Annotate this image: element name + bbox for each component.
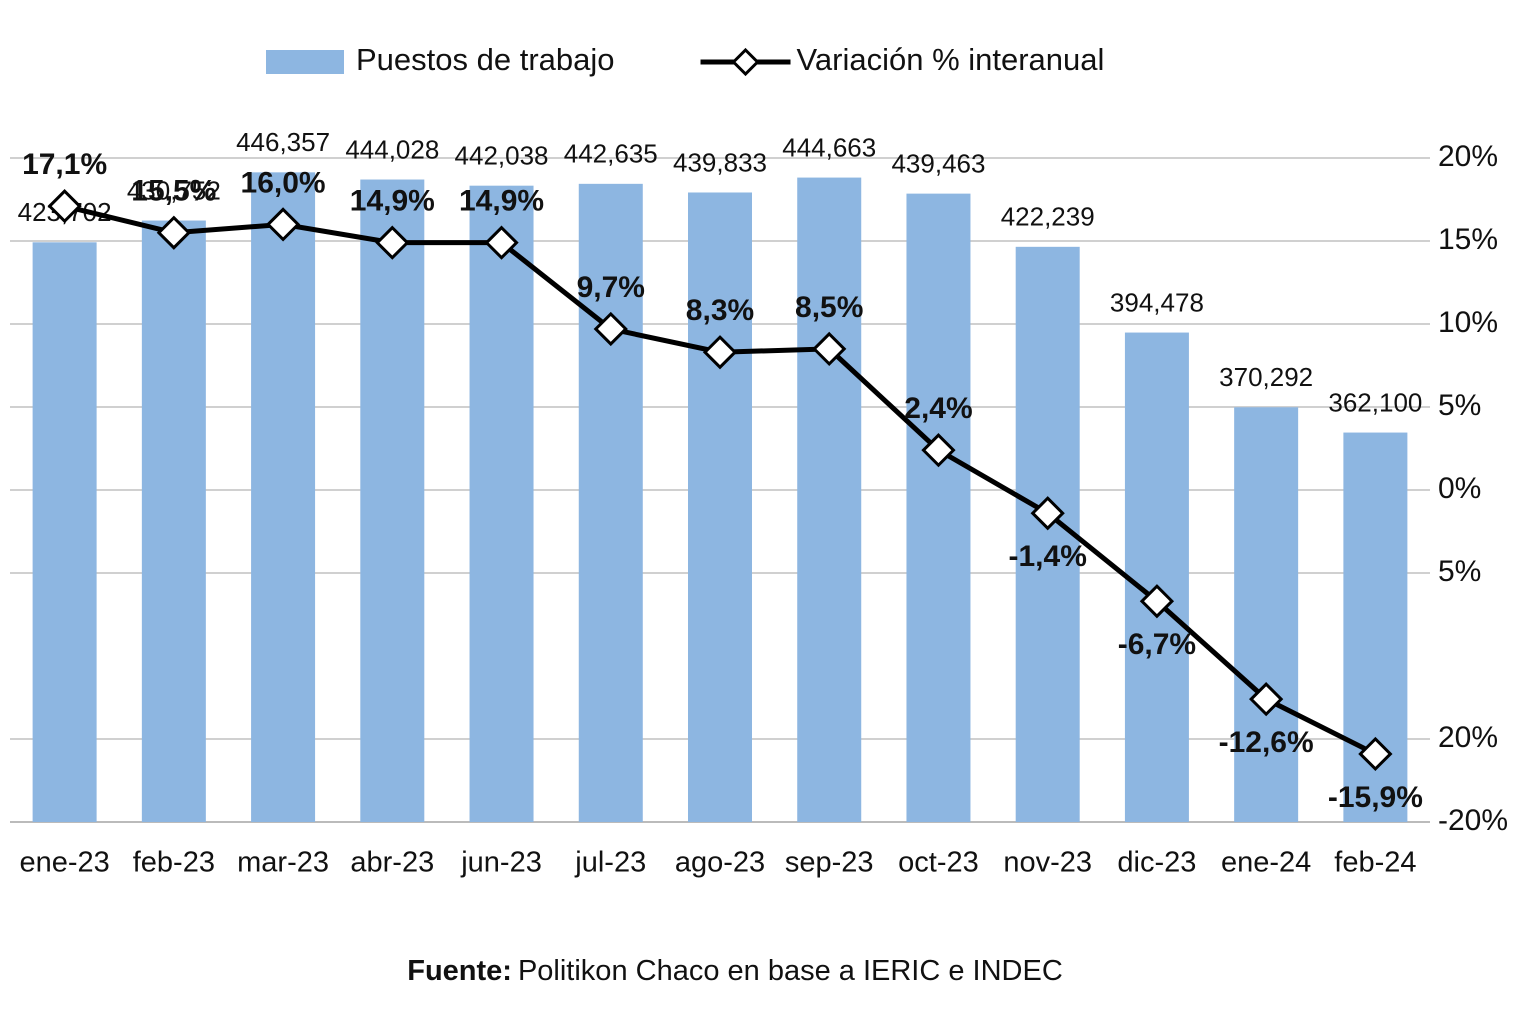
legend-marker [731, 47, 760, 77]
bar [141, 220, 206, 823]
y2-tick-label: 5% [1438, 555, 1481, 588]
line-value-label: 15,5% [131, 175, 216, 208]
source: Fuente: Politikon Chaco en base a IERIC e… [407, 955, 1063, 987]
y2-tick-label: 5% [1438, 389, 1481, 422]
line-marker [265, 207, 301, 242]
line-value-label: 14,9% [350, 185, 435, 218]
bar [360, 179, 425, 823]
line-value-label: 8,5% [795, 291, 863, 324]
line-marker [702, 335, 738, 370]
bar-value-label: 444,663 [782, 132, 876, 162]
bar-value-label: 362,100 [1328, 387, 1422, 417]
y2-tick-label: 10% [1438, 306, 1498, 339]
line-marker [375, 225, 410, 260]
y2-tick-label: 15% [1438, 223, 1498, 256]
source-label: Fuente: [407, 955, 512, 987]
x-tick-label: jun-23 [460, 847, 542, 879]
bar [1234, 407, 1299, 822]
bar [469, 185, 534, 823]
line-marker [156, 215, 191, 250]
bar-value-label: 370,292 [1219, 362, 1313, 392]
bar [797, 177, 862, 822]
legend-swatch [266, 50, 344, 74]
line-marker [812, 331, 847, 367]
x-tick-label: abr-23 [350, 847, 434, 879]
bar-value-label: 439,463 [891, 149, 985, 179]
line-marker [1358, 736, 1393, 772]
line-marker [921, 433, 956, 468]
x-tick-label: feb-23 [133, 847, 215, 879]
bar-value-label: 422,239 [1001, 202, 1095, 232]
bar-value-label: 442,038 [455, 141, 549, 171]
x-tick-label: sep-23 [785, 847, 874, 879]
x-tick-label: oct-23 [898, 847, 979, 879]
line-value-label: -15,9% [1328, 781, 1423, 814]
legend-label: Puestos de trabajo [356, 42, 615, 77]
x-tick-label: ene-24 [1221, 847, 1311, 879]
line-value-label: -6,7% [1118, 628, 1196, 661]
x-tick-label: feb-24 [1334, 847, 1416, 879]
bar-value-label: 430,752 [127, 175, 221, 205]
line-value-label: -1,4% [1009, 540, 1087, 573]
x-tick-label: ene-23 [19, 847, 109, 879]
x-tick-label: jul-23 [574, 847, 646, 879]
x-tick-label: mar-23 [237, 847, 329, 879]
y2-tick-label: 0% [1438, 472, 1481, 505]
bar-value-label: 394,478 [1110, 287, 1204, 317]
line-marker [47, 189, 82, 224]
y2-tick-label: -20% [1438, 804, 1508, 837]
bar [906, 193, 971, 822]
line-marker [484, 225, 519, 260]
bar [688, 192, 752, 822]
line-value-label: -12,6% [1219, 726, 1314, 759]
line-value-label: 17,1% [22, 148, 107, 181]
bar [578, 183, 643, 822]
line-marker [593, 311, 628, 347]
line-value-label: 14,9% [459, 185, 544, 218]
legend-label: Variación % interanual [797, 42, 1105, 77]
line-value-label: 8,3% [686, 294, 754, 327]
bar [32, 242, 97, 822]
x-tick-label: ago-23 [675, 847, 765, 879]
line-value-label: 2,4% [904, 392, 972, 425]
line-marker [1249, 682, 1284, 717]
bar [251, 172, 316, 823]
line-value-label: 16,0% [241, 166, 326, 199]
line-value-label: 9,7% [577, 271, 645, 304]
bar [1124, 332, 1189, 822]
y2-tick-label: 20% [1438, 721, 1498, 754]
bar-value-label: 442,635 [564, 139, 658, 169]
x-tick-label: dic-23 [1117, 847, 1196, 879]
source-text: Politikon Chaco en base a IERIC e INDEC [518, 955, 1063, 987]
bar-value-label: 444,028 [345, 134, 439, 164]
bar-value-label: 439,833 [673, 147, 767, 177]
line-marker [1030, 496, 1065, 531]
bar-value-label: 446,357 [236, 127, 330, 157]
bar [1015, 246, 1080, 822]
line-marker [1139, 584, 1175, 619]
x-tick-label: nov-23 [1003, 847, 1092, 879]
y2-tick-label: 20% [1438, 140, 1498, 173]
